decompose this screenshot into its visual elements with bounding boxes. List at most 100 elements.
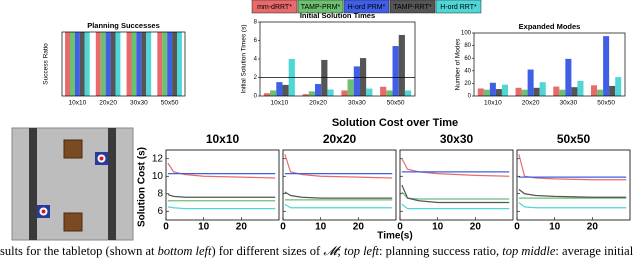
bar: [515, 87, 522, 96]
y-tick-label: 8: [254, 20, 258, 26]
y-axis-label: Success Ratio: [43, 43, 50, 85]
bar: [597, 89, 604, 96]
bar: [146, 32, 152, 96]
y-tick-label: 0: [254, 94, 258, 100]
bar: [315, 83, 322, 96]
y-tick-label: 4: [254, 57, 258, 63]
bar: [489, 82, 496, 96]
object: [63, 139, 83, 159]
bar: [276, 82, 283, 96]
bar: [177, 32, 182, 96]
bar: [533, 87, 540, 96]
chart-title: Expanded Modes: [519, 22, 581, 31]
bar: [571, 87, 578, 96]
bar: [302, 94, 309, 96]
plot-frame: [516, 149, 631, 221]
bar: [95, 32, 101, 96]
x-tick-label: 30x30: [560, 100, 578, 107]
y-tick-label: 20: [464, 81, 471, 87]
x-tick-label: 0: [397, 222, 403, 233]
cost-line: [401, 158, 510, 177]
bar: [84, 32, 90, 96]
cost-line: [518, 202, 627, 209]
cost-line: [284, 191, 393, 199]
bar: [69, 32, 75, 96]
bar: [141, 32, 147, 96]
bar: [157, 32, 163, 96]
y-tick-label: 6: [157, 206, 163, 217]
y-axis-label: Solution Cost (s): [137, 147, 148, 227]
x-tick-label: 50x50: [597, 100, 615, 107]
caption-text: : average initial: [555, 244, 634, 258]
x-tick-label: 0: [514, 222, 520, 233]
cost-line: [167, 194, 276, 198]
bar: [136, 32, 142, 96]
x-tick-label: 10: [549, 222, 561, 233]
panel-title: 20x20: [323, 132, 357, 146]
x-tick-label: 10x10: [484, 100, 502, 107]
x-tick-label: 0: [163, 222, 169, 233]
x-tick-label: 20x20: [522, 100, 540, 107]
robot-icon: [37, 205, 50, 218]
bar: [167, 32, 173, 96]
cost-line: [284, 154, 393, 179]
caption: sults for the tabletop (shown at bottom …: [0, 244, 640, 259]
bar: [321, 59, 328, 96]
bar: [404, 90, 412, 96]
y-axis-label: Initial Solution Times (s): [241, 25, 248, 94]
cost-line: [284, 203, 393, 209]
y-tick-label: 10: [152, 171, 164, 182]
object: [63, 212, 83, 232]
bar: [539, 82, 546, 96]
panel-title: 50x50: [557, 132, 591, 146]
plot-frame: [165, 149, 280, 221]
bar: [577, 80, 584, 96]
x-tick-label: 10x10: [69, 100, 87, 107]
x-tick-label: 10: [315, 222, 327, 233]
y-tick-label: 40: [464, 68, 471, 74]
x-axis-label: Time(s): [377, 231, 412, 242]
chart-title: Planning Successes: [87, 21, 160, 30]
y-tick-label: 12: [152, 153, 164, 164]
x-tick-label: 10x10: [271, 100, 289, 107]
y-tick-label: 100: [461, 31, 472, 37]
legend-label: TAMP-PRM*: [301, 4, 341, 11]
bar: [380, 86, 387, 96]
legend-swatch: [435, 0, 482, 14]
x-tick-label: 50x50: [387, 100, 405, 107]
cost-line: [167, 162, 276, 179]
bar: [603, 36, 610, 96]
chart-title: Initial Solution Times: [300, 11, 375, 20]
bar: [527, 69, 534, 96]
bar: [172, 32, 178, 96]
caption-text: ) for different sizes of: [211, 244, 324, 258]
bar: [65, 32, 70, 96]
bar: [131, 32, 137, 96]
bar: [483, 89, 490, 96]
legend-label: mm-dRRT*: [257, 4, 292, 11]
bar: [100, 32, 106, 96]
y-tick-label: 2: [254, 75, 258, 81]
plot-frame: [259, 21, 416, 97]
x-tick-label: 10: [198, 222, 210, 233]
bar: [110, 32, 116, 96]
x-tick-label: 30x30: [348, 100, 366, 107]
panel-title: 10x10: [206, 132, 240, 146]
bar: [126, 32, 132, 96]
x-tick-label: 30x30: [130, 100, 148, 107]
legend-label: TAMP-RRT*: [393, 4, 432, 11]
bar: [115, 32, 121, 96]
legend-label: H-ord RRT*: [440, 4, 477, 11]
bar: [521, 89, 528, 96]
bar: [282, 84, 289, 96]
robot-icon: [95, 152, 108, 165]
x-tick-label: 0: [280, 222, 286, 233]
rail: [29, 128, 37, 240]
figure: mm-dRRT* TAMP-PRM* H-ord PRM* TAMP-RRT* H-or…: [11, 0, 631, 242]
bar: [270, 90, 277, 96]
bar: [565, 58, 572, 96]
panel-title: 30x30: [440, 132, 474, 146]
bar: [386, 90, 393, 96]
bar: [495, 89, 502, 96]
